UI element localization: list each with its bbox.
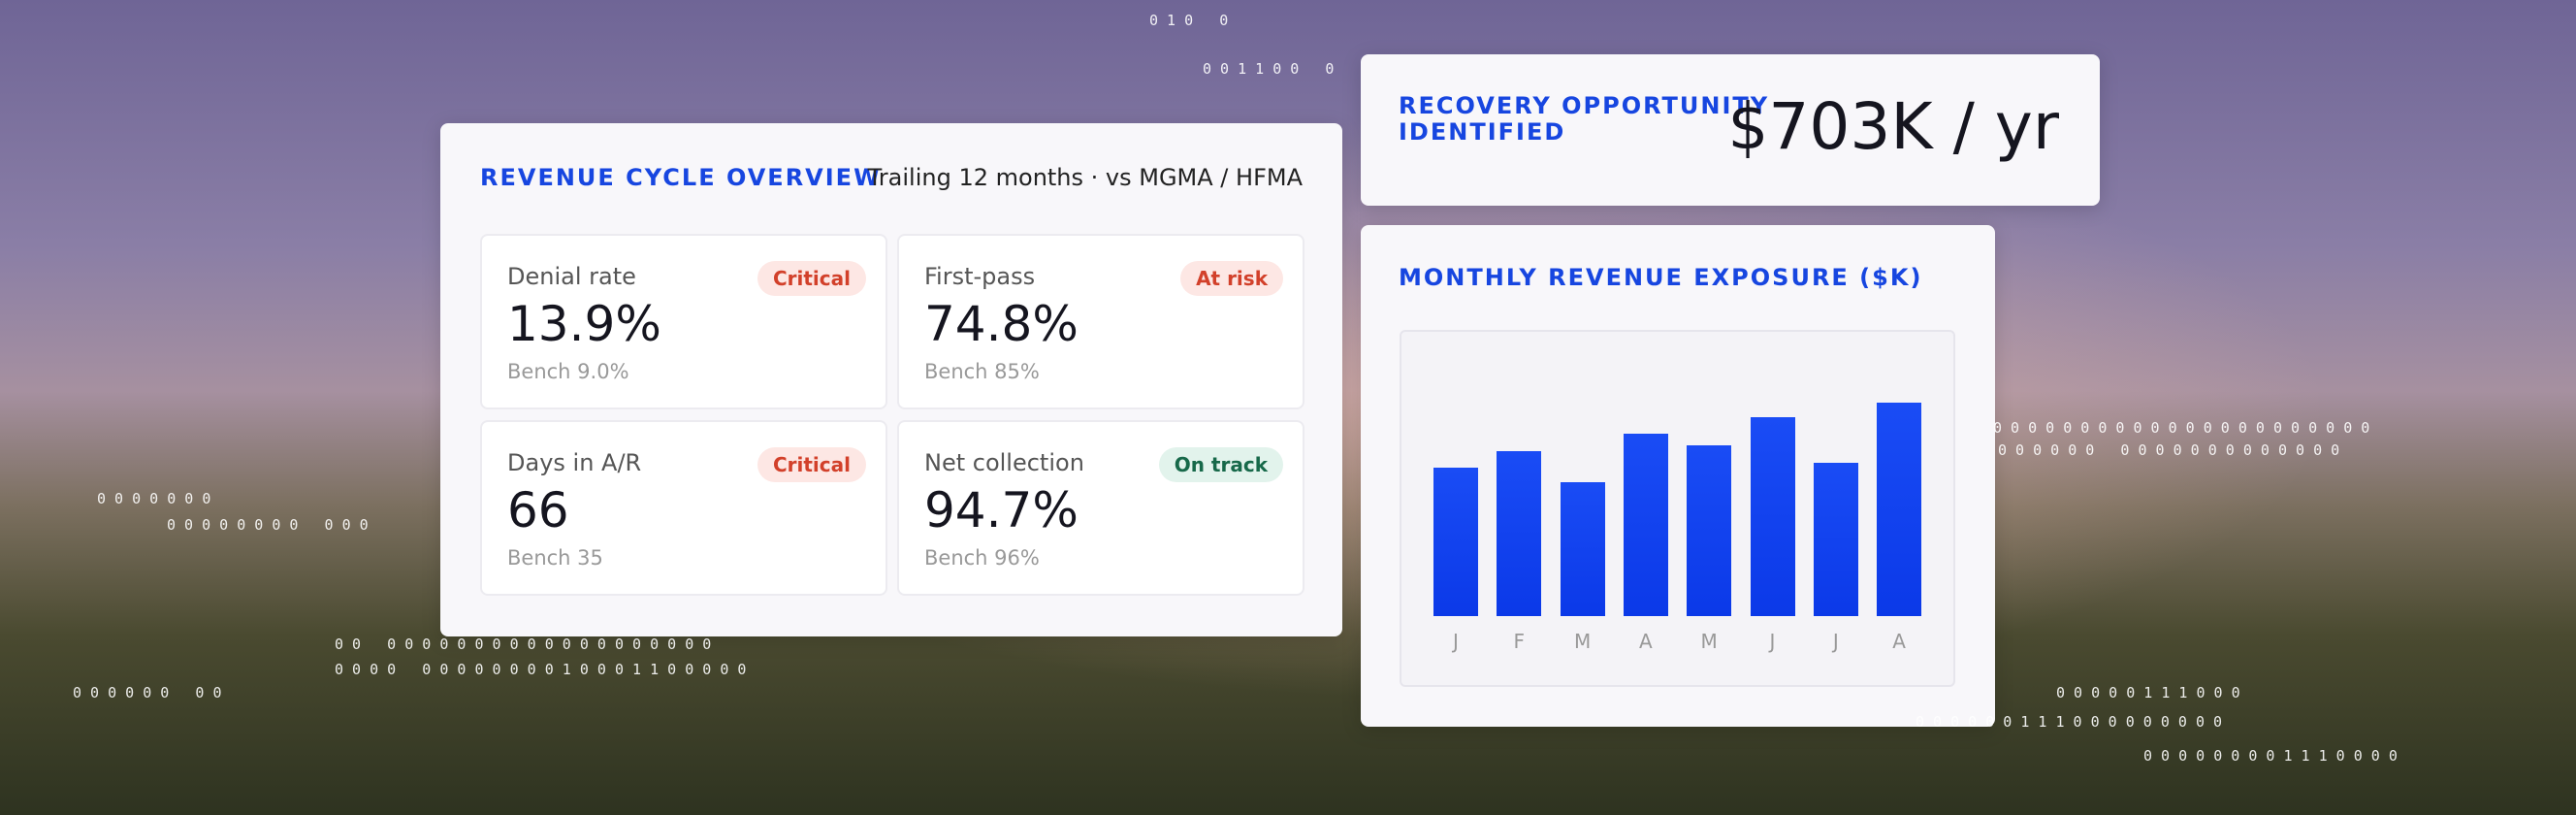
- status-badge: Critical: [757, 447, 866, 482]
- binary-decor: 0 0 0 0 0 0 1 1 1 0 0 0 0 0 0 0 0 0: [1916, 713, 2223, 731]
- metric-tile: Denial rate Critical 13.9% Bench 9.0%: [480, 234, 887, 409]
- status-badge: On track: [1158, 447, 1283, 482]
- recovery-value: $703K / yr: [1727, 89, 2059, 164]
- x-tick-label: M: [1573, 630, 1592, 653]
- overview-subtitle: Trailing 12 months · vs MGMA / HFMA: [867, 164, 1303, 191]
- binary-decor: 0 0 1 1 0 0 0: [1203, 60, 1335, 78]
- bar: [1877, 403, 1922, 616]
- recovery-card: RECOVERY OPPORTUNITY IDENTIFIED $703K / …: [1361, 54, 2100, 206]
- binary-decor: 0 0 0 0 0 0 0 0: [73, 684, 222, 701]
- bar: [1560, 482, 1605, 616]
- bar: [1750, 416, 1795, 616]
- chart-card: MONTHLY REVENUE EXPOSURE ($K) J F M A M J J A: [1361, 225, 1995, 727]
- x-tick-label: M: [1700, 630, 1718, 653]
- x-tick-label: J: [1453, 630, 1459, 653]
- metric-bench: Bench 35: [507, 546, 603, 570]
- binary-decor: 0 0 0 0 0 0 0 0 0 0 0 0 0 0 0 0 0 0 0 0 …: [335, 636, 712, 653]
- x-tick-label: A: [1892, 630, 1906, 653]
- binary-decor: 0 0 0 0 0 0 0 0 0 0 0: [167, 516, 369, 534]
- metric-label: Denial rate: [507, 263, 636, 290]
- x-tick-label: F: [1513, 630, 1526, 653]
- metric-label: Days in A/R: [507, 449, 642, 476]
- bar: [1497, 450, 1542, 616]
- plot-area: [1400, 330, 1955, 687]
- metric-label: Net collection: [924, 449, 1084, 476]
- x-tick-label: J: [1832, 630, 1839, 653]
- recovery-label: RECOVERY OPPORTUNITY IDENTIFIED: [1399, 92, 1770, 146]
- metric-bench: Bench 96%: [924, 546, 1040, 570]
- binary-decor: 0 0 0 0 0 0 0 0 0 0 0 0 0 0 0 0 0 0 0: [1998, 441, 2340, 459]
- overview-card: REVENUE CYCLE OVERVIEW Trailing 12 month…: [440, 123, 1342, 636]
- x-tick-label: A: [1639, 630, 1653, 653]
- binary-decor: 0 1 0 0: [1149, 12, 1229, 29]
- metric-bench: Bench 85%: [924, 360, 1040, 383]
- metric-bench: Bench 9.0%: [507, 360, 629, 383]
- metric-tile: Days in A/R Critical 66 Bench 35: [480, 420, 887, 596]
- metric-value: 13.9%: [507, 296, 661, 352]
- metric-value: 94.7%: [924, 482, 1079, 538]
- bar: [1623, 434, 1668, 616]
- binary-decor: 0 0 0 0 0 1 1 1 0 0 0: [2056, 684, 2240, 701]
- binary-decor: 0 0 0 0 0 0 0 0 1 1 1 0 0 0 0: [2143, 747, 2398, 765]
- status-badge: At risk: [1180, 261, 1283, 296]
- bar: [1687, 445, 1732, 616]
- binary-decor: 0 0 0 0 0 0 0: [97, 490, 211, 507]
- bar: [1813, 462, 1858, 616]
- metric-tile: First-pass At risk 74.8% Bench 85%: [897, 234, 1304, 409]
- metric-tile: Net collection On track 94.7% Bench 96%: [897, 420, 1304, 596]
- x-tick-label: J: [1769, 630, 1776, 653]
- metric-value: 74.8%: [924, 296, 1079, 352]
- binary-decor: 0 0 0 0 0 0 0 0 0 0 0 0 0 0 0 0 0 0 0 0 …: [1993, 419, 2370, 437]
- metric-value: 66: [507, 482, 569, 538]
- chart-title: MONTHLY REVENUE EXPOSURE ($K): [1399, 264, 1923, 291]
- overview-title: REVENUE CYCLE OVERVIEW: [480, 164, 882, 191]
- binary-decor: 0 0 0 0 0 0 0 0 0 0 0 0 1 0 0 0 1 1 0 0 …: [335, 661, 747, 678]
- bar: [1433, 468, 1478, 616]
- status-badge: Critical: [757, 261, 866, 296]
- metric-label: First-pass: [924, 263, 1036, 290]
